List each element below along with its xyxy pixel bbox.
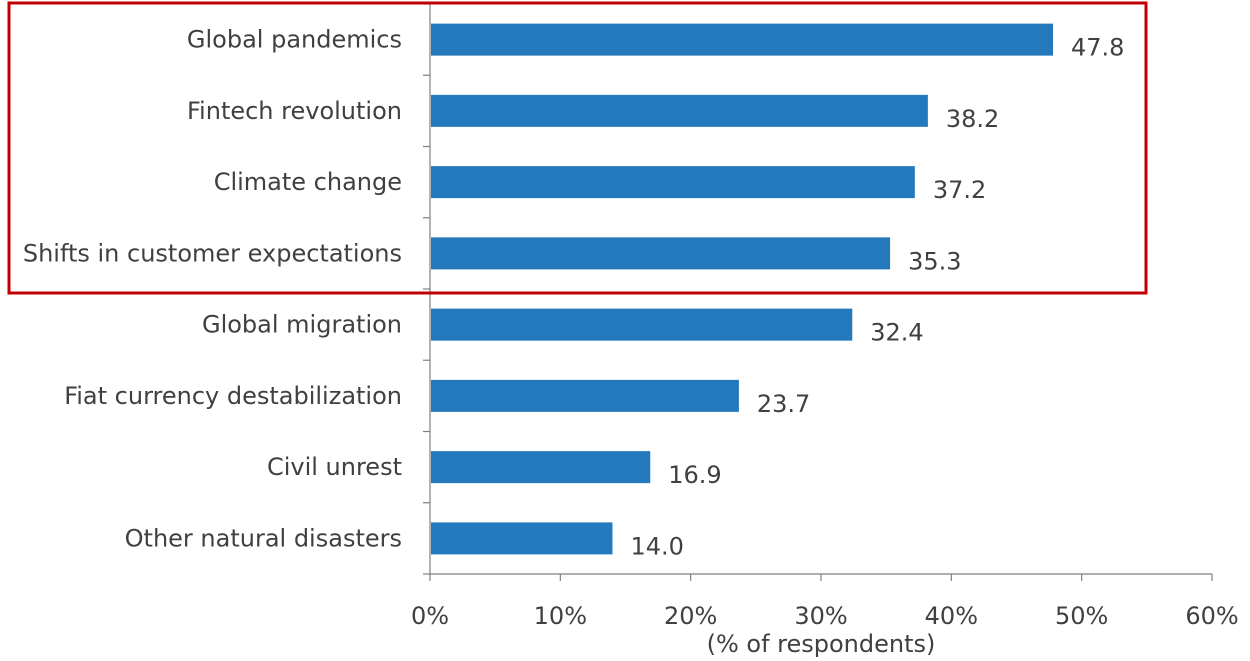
y-axis-ticks [423,3,430,575]
x-tick-label: 20% [664,602,717,630]
category-label: Global migration [202,311,402,339]
x-tick-label: 10% [534,602,587,630]
bar [431,308,853,341]
x-tick-label: 60% [1185,602,1238,630]
value-label: 23.7 [757,390,810,418]
highlight-box [7,1,1148,295]
category-label: Fintech revolution [187,97,402,125]
x-tick-label: 0% [411,602,449,630]
value-label: 47.8 [1071,34,1124,62]
value-label: 14.0 [630,532,683,560]
bars-group [431,23,1053,555]
value-label: 35.3 [908,247,961,275]
bar [431,23,1053,56]
value-label: 16.9 [668,461,721,489]
category-label: Fiat currency destabilization [64,382,402,410]
category-label: Civil unrest [267,453,402,481]
bar [431,166,915,199]
bar [431,451,651,484]
x-tick-label: 40% [925,602,978,630]
category-label: Shifts in customer expectations [23,239,402,267]
x-tick-label: 50% [1055,602,1108,630]
category-label: Other natural disasters [125,524,402,552]
category-label: Climate change [214,168,402,196]
x-axis-title: (% of respondents) [707,630,936,658]
bar [431,94,928,127]
value-labels-group: 47.8 38.2 37.2 35.3 32.4 23.7 16.9 14.0 [630,34,1124,561]
bar [431,522,613,555]
bar [431,237,891,270]
value-label: 37.2 [933,176,986,204]
value-label: 38.2 [946,105,999,133]
category-label: Global pandemics [187,26,402,54]
category-labels-group: Global pandemics Fintech revolution Climat… [23,26,402,553]
x-tick-label: 30% [794,602,847,630]
bar [431,379,739,412]
value-label: 32.4 [870,319,923,347]
x-axis-ticks: 0% 10% 20% 30% 40% 50% 60% [411,574,1239,630]
